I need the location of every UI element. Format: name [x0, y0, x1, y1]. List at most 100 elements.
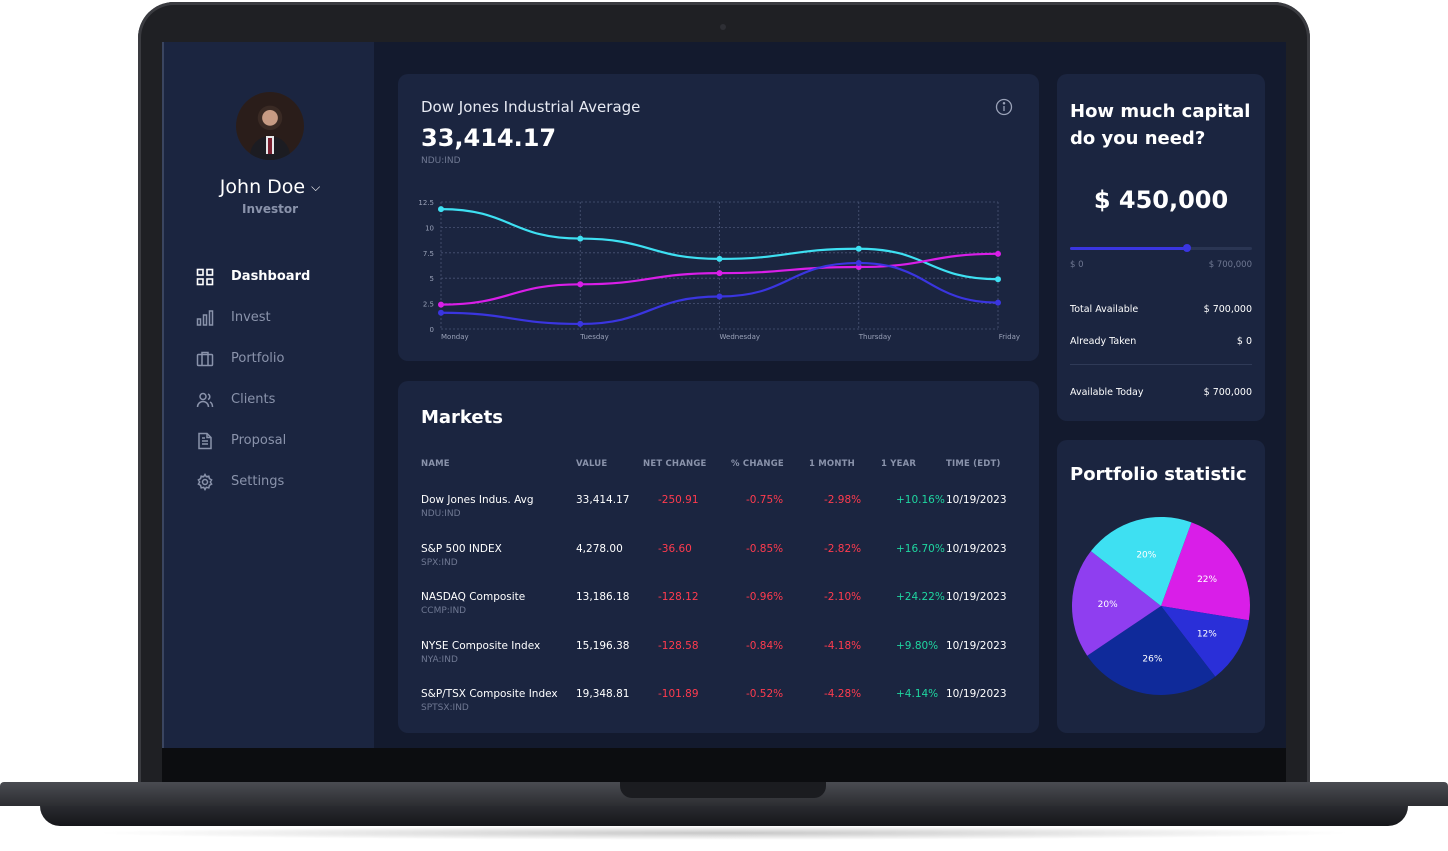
- cell-net-change: -128.58: [658, 640, 699, 652]
- user-name: John Doe: [219, 176, 306, 198]
- cell-time: 10/19/2023: [946, 494, 1007, 506]
- data-point[interactable]: [716, 255, 723, 262]
- sidebar-item-settings[interactable]: Settings: [196, 461, 366, 502]
- cell-text: -2.98%: [824, 494, 862, 506]
- data-point[interactable]: [855, 245, 862, 252]
- pie-slice[interactable]: [1161, 606, 1249, 677]
- cell-pct-change: -0.85%: [746, 543, 783, 555]
- pie-slice-label: 20%: [1136, 551, 1156, 561]
- column-header[interactable]: NAME: [421, 459, 450, 469]
- data-point[interactable]: [995, 250, 1001, 257]
- pie-slice[interactable]: [1161, 522, 1250, 621]
- data-point[interactable]: [438, 309, 444, 316]
- data-point[interactable]: [577, 281, 584, 288]
- cell-text: 10/19/2023: [946, 591, 1007, 603]
- x-tick-label: Thursday: [858, 333, 892, 341]
- sidebar-item-invest[interactable]: Invest: [196, 297, 366, 338]
- table-row[interactable]: NASDAQ Composite CCMP:IND 13,186.18 -128.12…: [398, 591, 1039, 639]
- cell-1-month: -2.10%: [824, 591, 861, 603]
- ticker-label: NDU:IND: [421, 509, 461, 519]
- ticker-label: CCMP:IND: [421, 606, 467, 616]
- table-row[interactable]: S&P/TSX Composite Index SPTSX:IND 19,348.8…: [398, 688, 1039, 736]
- cell-1-month: -2.98%: [824, 494, 861, 506]
- sidebar-item-label: Invest: [231, 310, 271, 325]
- cell-time: 10/19/2023: [946, 543, 1007, 555]
- user-menu[interactable]: John Doe ⌵: [164, 176, 376, 198]
- cell-name: NYSE Composite Index NYA:IND: [421, 640, 540, 665]
- laptop-base-notch: [620, 782, 826, 798]
- cell-text: 19,348.81: [576, 688, 630, 700]
- sidebar-item-dashboard[interactable]: Dashboard: [196, 256, 366, 297]
- cell-text: +9.80%: [896, 639, 939, 652]
- sidebar-item-label: Settings: [231, 474, 285, 489]
- info-icon[interactable]: [995, 98, 1013, 116]
- data-point[interactable]: [995, 276, 1001, 283]
- cell-text: -128.12: [658, 591, 699, 603]
- slider-thumb[interactable]: [1183, 244, 1192, 252]
- cell-text: -0.84%: [746, 639, 784, 652]
- grid-icon: [196, 268, 214, 286]
- cell-time: 10/19/2023: [946, 591, 1007, 603]
- data-point[interactable]: [716, 293, 723, 300]
- screen: John Doe ⌵ Investor Dashboard Invest Port…: [162, 42, 1286, 748]
- sidebar-item-proposal[interactable]: Proposal: [196, 420, 366, 461]
- pie-slice[interactable]: [1090, 517, 1192, 606]
- cell-text: -0.75%: [746, 494, 784, 506]
- cell-text: -2.82%: [824, 542, 862, 555]
- sidebar-item-clients[interactable]: Clients: [196, 379, 366, 420]
- cell-1-year: +9.80%: [896, 640, 938, 652]
- y-tick-label: 0: [430, 326, 434, 334]
- cell-1-year: +16.70%: [896, 543, 945, 555]
- data-point[interactable]: [577, 235, 584, 242]
- column-header[interactable]: VALUE: [576, 459, 608, 469]
- capital-card: How much capital do you need? $ 450,000 …: [1057, 74, 1265, 421]
- cell-text: -250.91: [658, 494, 699, 506]
- cell-1-month: -4.18%: [824, 640, 861, 652]
- cell-1-year: +4.14%: [896, 688, 938, 700]
- pie-slice-label: 26%: [1142, 655, 1162, 665]
- portfolio-pie-chart: 22% 12% 26% 20% 20%: [1072, 517, 1250, 695]
- cell-text: -0.52%: [746, 688, 784, 700]
- column-header[interactable]: 1 MONTH: [809, 459, 855, 469]
- cell-text: 4,278.00: [576, 542, 623, 555]
- data-point[interactable]: [438, 301, 444, 308]
- available-today-row: Available Today $ 700,000: [1070, 387, 1252, 398]
- column-header[interactable]: 1 YEAR: [881, 459, 917, 469]
- chevron-down-icon: ⌵: [311, 180, 321, 194]
- cell-name: S&P 500 INDEX SPX:IND: [421, 543, 502, 568]
- users-icon: [196, 391, 214, 409]
- table-row[interactable]: Dow Jones Indus. Avg NDU:IND 33,414.17 -250…: [398, 494, 1039, 542]
- data-point[interactable]: [438, 206, 444, 213]
- cell-text: +24.22%: [896, 591, 945, 603]
- webcam: [720, 24, 726, 30]
- cell-name: NASDAQ Composite CCMP:IND: [421, 591, 525, 616]
- pie-slice[interactable]: [1072, 551, 1161, 656]
- cell-text: +16.70%: [896, 542, 945, 555]
- pie-slice[interactable]: [1087, 606, 1216, 695]
- cell-text: -0.85%: [746, 542, 784, 555]
- avatar-tie: [268, 138, 272, 154]
- column-header[interactable]: NET CHANGE: [643, 459, 707, 469]
- briefcase-icon: [196, 350, 214, 368]
- y-tick-label: 10: [425, 224, 434, 232]
- cell-value: 15,196.38: [576, 640, 629, 652]
- cell-text: +10.16%: [896, 494, 945, 506]
- pie-slice-label: 20%: [1098, 600, 1118, 610]
- table-row[interactable]: S&P 500 INDEX SPX:IND 4,278.00 -36.60 -0.85%…: [398, 543, 1039, 591]
- sidebar-item-portfolio[interactable]: Portfolio: [196, 338, 366, 379]
- capital-slider[interactable]: [1070, 244, 1252, 252]
- data-point[interactable]: [577, 320, 584, 327]
- column-header[interactable]: TIME (EDT): [946, 459, 1001, 469]
- data-point[interactable]: [995, 299, 1001, 306]
- already-taken-value: $ 0: [1236, 336, 1252, 347]
- laptop-base-bottom: [40, 806, 1408, 826]
- table-row[interactable]: NYSE Composite Index NYA:IND 15,196.38 -128…: [398, 640, 1039, 688]
- data-point[interactable]: [855, 259, 862, 266]
- avatar[interactable]: [236, 92, 304, 160]
- cell-text: -128.58: [658, 639, 699, 652]
- data-point[interactable]: [716, 270, 723, 277]
- cell-text: 10/19/2023: [946, 688, 1007, 700]
- column-header[interactable]: % CHANGE: [731, 459, 784, 469]
- slider-min-label: $ 0: [1070, 260, 1084, 270]
- cell-value: 4,278.00: [576, 543, 623, 555]
